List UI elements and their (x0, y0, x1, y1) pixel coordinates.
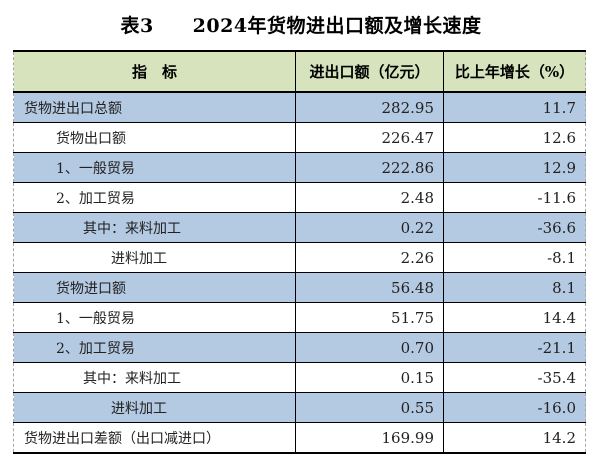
growth-cell: 12.6 (443, 122, 586, 153)
table-row: 货物进出口总额 282.95 11.7 (13, 92, 586, 123)
indicator-cell: 货物出口额 (13, 122, 296, 153)
value-cell: 51.75 (295, 302, 444, 333)
indicator-cell: 货物进出口差额（出口减进口） (13, 422, 296, 454)
value-cell: 2.48 (295, 182, 444, 213)
table-row: 其中：来料加工 0.15 -35.4 (13, 362, 586, 393)
growth-cell: -21.1 (443, 332, 586, 363)
growth-cell: 11.7 (443, 92, 586, 123)
table-row: 1、一般贸易 51.75 14.4 (13, 302, 586, 333)
indicator-cell: 1、一般贸易 (13, 152, 296, 183)
indicator-cell: 进料加工 (13, 392, 296, 423)
table-row: 其中：来料加工 0.22 -36.6 (13, 212, 586, 243)
growth-cell: 12.9 (443, 152, 586, 183)
value-cell: 0.15 (295, 362, 444, 393)
table-row: 货物进口额 56.48 8.1 (13, 272, 586, 303)
table-row: 进料加工 0.55 -16.0 (13, 392, 586, 423)
value-cell: 0.22 (295, 212, 444, 243)
value-cell: 169.99 (295, 422, 444, 454)
header-row: 指 标 进出口额（亿元） 比上年增长（%） (13, 51, 586, 93)
value-cell: 222.86 (295, 152, 444, 183)
table-title: 表3 2024年货物进出口额及增长速度 (120, 15, 482, 37)
growth-cell: -35.4 (443, 362, 586, 393)
table-row: 2、加工贸易 0.70 -21.1 (13, 332, 586, 363)
indicator-cell: 其中：来料加工 (13, 212, 296, 243)
value-cell: 2.26 (295, 242, 444, 273)
indicator-cell: 其中：来料加工 (13, 362, 296, 393)
growth-cell: -8.1 (443, 242, 586, 273)
growth-cell: -36.6 (443, 212, 586, 243)
import-export-table: 指 标 进出口额（亿元） 比上年增长（%） 货物进出口总额 282.95 11.… (13, 50, 586, 454)
value-cell: 56.48 (295, 272, 444, 303)
growth-cell: 8.1 (443, 272, 586, 303)
table-row: 货物出口额 226.47 12.6 (13, 122, 586, 153)
growth-cell: 14.4 (443, 302, 586, 333)
table-header: 指 标 进出口额（亿元） 比上年增长（%） (13, 51, 586, 93)
indicator-cell: 进料加工 (13, 242, 296, 273)
indicator-cell: 货物进出口总额 (13, 92, 296, 123)
table-row: 2、加工贸易 2.48 -11.6 (13, 182, 586, 213)
header-value: 进出口额（亿元） (295, 51, 444, 93)
value-cell: 282.95 (295, 92, 444, 123)
value-cell: 0.70 (295, 332, 444, 363)
value-cell: 0.55 (295, 392, 444, 423)
growth-cell: -16.0 (443, 392, 586, 423)
indicator-cell: 2、加工贸易 (13, 182, 296, 213)
growth-cell: 14.2 (443, 422, 586, 454)
value-cell: 226.47 (295, 122, 444, 153)
table-body: 货物进出口总额 282.95 11.7 货物出口额 226.47 12.6 1、… (13, 92, 586, 454)
indicator-cell: 2、加工贸易 (13, 332, 296, 363)
indicator-cell: 1、一般贸易 (13, 302, 296, 333)
indicator-cell: 货物进口额 (13, 272, 296, 303)
header-indicator: 指 标 (13, 51, 296, 93)
table-row: 1、一般贸易 222.86 12.9 (13, 152, 586, 183)
header-growth: 比上年增长（%） (443, 51, 586, 93)
table-row: 进料加工 2.26 -8.1 (13, 242, 586, 273)
growth-cell: -11.6 (443, 182, 586, 213)
table-row: 货物进出口差额（出口减进口） 169.99 14.2 (13, 422, 586, 454)
